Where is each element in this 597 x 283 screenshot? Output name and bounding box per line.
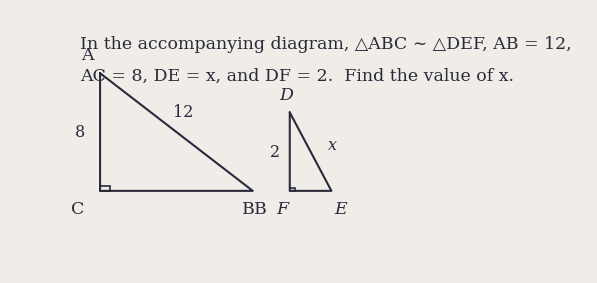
Text: 12: 12 (173, 104, 193, 121)
Text: In the accompanying diagram, △ABC ∼ △DEF, AB = 12,: In the accompanying diagram, △ABC ∼ △DEF… (80, 36, 572, 53)
Text: 2: 2 (270, 144, 281, 161)
Text: B: B (254, 201, 267, 218)
Text: 8: 8 (75, 123, 85, 141)
Text: x: x (328, 137, 337, 154)
Text: A: A (81, 48, 94, 65)
Text: D: D (279, 87, 294, 104)
Text: F: F (276, 201, 288, 218)
Text: B: B (242, 201, 255, 218)
Text: AC = 8, DE = x, and DF = 2.  Find the value of x.: AC = 8, DE = x, and DF = 2. Find the val… (80, 68, 514, 85)
Text: C: C (72, 201, 85, 218)
Text: E: E (335, 201, 347, 218)
